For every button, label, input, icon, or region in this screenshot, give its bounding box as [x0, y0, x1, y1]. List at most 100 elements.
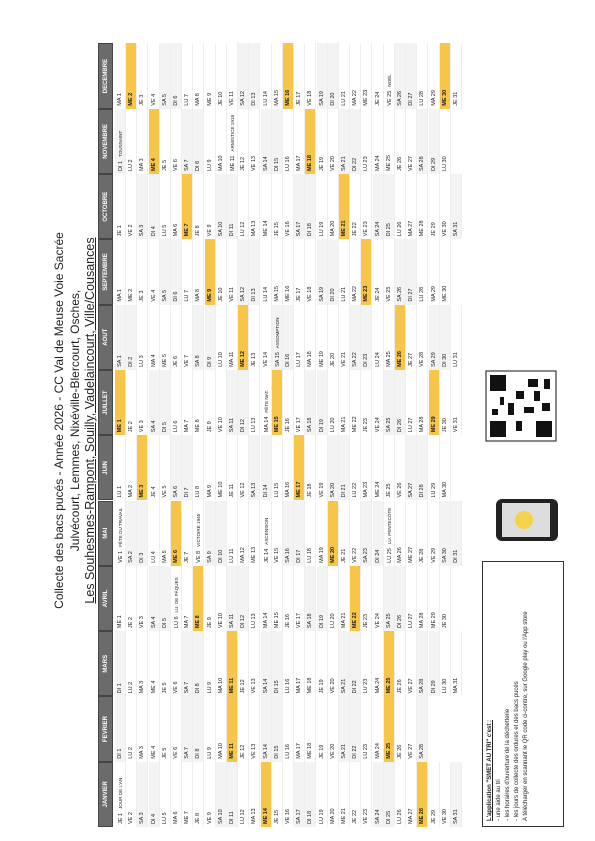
day-label: VE 30 [441, 809, 448, 824]
day-cell: SA 8 [193, 304, 205, 370]
collection-day: ME 25 [383, 696, 395, 762]
day-cell: ME 4 [148, 631, 160, 697]
day-label: MA 3 [139, 158, 146, 171]
day-label: LU 25 [386, 548, 393, 563]
day-label: SA 24 [374, 221, 381, 237]
day-label: DI 11 [229, 223, 235, 237]
day-label: LU 28 [419, 91, 426, 106]
day-label: VE 29 [430, 547, 437, 563]
day-cell: JE 18 [305, 435, 317, 501]
day-cell: DI 13 [249, 43, 261, 109]
day-label: ME 30 [441, 285, 448, 302]
day-label: DI 18 [307, 810, 314, 824]
collection-day: ME 23 [361, 239, 373, 305]
day-cell: SA 24 [372, 174, 384, 240]
day-cell: DI 9 [204, 304, 216, 370]
day-cell: MA 2 [126, 435, 138, 501]
day-cell: ME 22 [350, 369, 362, 436]
day-label: DI 14 [262, 484, 269, 498]
day-cell: JE 15 [271, 174, 283, 240]
day-cell: SA 4 [148, 565, 160, 632]
day-cell: JE 30 [439, 369, 451, 436]
app-note: A télécharger en scannant le QR code ci-… [523, 611, 529, 821]
day-cell: SA 1 [115, 304, 126, 370]
day-label: SA 21 [341, 156, 347, 171]
day-cell: ME 21 [339, 761, 350, 827]
day-cell: VE 30 [439, 761, 451, 827]
day-cell: MA 30 [439, 435, 451, 501]
month-header: OCTOBRE [98, 174, 113, 240]
day-label: JE 28 [419, 548, 426, 563]
day-cell: LU 6 [171, 369, 182, 436]
day-cell: SA 24 [372, 761, 384, 827]
day-cell: MA 26 [395, 500, 406, 566]
day-label: ME 10 [217, 481, 224, 498]
day-cell: MA 22 [350, 239, 362, 305]
day-cell: SA 28 [417, 631, 429, 697]
day-label: VE 20 [329, 743, 336, 759]
day-label: SA 5 [161, 94, 168, 106]
day-label: ME 25 [385, 742, 392, 759]
day-label: JE 15 [273, 222, 280, 237]
day-label: ME 11 [229, 677, 235, 694]
day-cell: DI 27 [406, 43, 418, 109]
day-cell: LU 8 [193, 435, 205, 501]
day-label: ME 22 [352, 612, 359, 629]
day-label: JE 10 [217, 287, 224, 302]
day-label: JE 17 [296, 91, 303, 106]
day-label: DI 27 [408, 92, 415, 106]
day-cell: ME 18 [305, 696, 317, 762]
day-label: MA 10 [217, 743, 224, 759]
day-label: VE 17 [296, 417, 303, 433]
day-label: MA 16 [285, 481, 291, 498]
day-label: ME 20 [329, 546, 336, 563]
day-label: JE 9 [206, 421, 213, 433]
day-label: DI 13 [251, 92, 258, 106]
day-label: DI 9 [206, 356, 213, 367]
day-label: LU 6 [174, 616, 180, 629]
day-label: SA 23 [363, 548, 370, 563]
day-cell: LU 13 [249, 369, 261, 436]
day-cell: VE 22 [350, 500, 362, 566]
day-label: ME 30 [441, 89, 448, 106]
day-cell: LU 28 [417, 239, 429, 305]
day-label: ME 19 [318, 351, 325, 367]
day-cell: SA 28 [417, 108, 429, 174]
day-cell: VE 27 [406, 108, 418, 174]
day-label: MA 19 [318, 547, 325, 563]
holiday-label: NOËL [386, 74, 392, 87]
day-cell: JE 9 [204, 369, 216, 436]
day-label: LU 12 [240, 221, 247, 237]
day-cell: MA 18 [305, 304, 317, 370]
day-cell: DI 15 [271, 696, 283, 762]
day-cell: VE 18 [305, 239, 317, 305]
day-cell: JE 12 [238, 108, 250, 174]
day-cell: VE 25 [383, 239, 395, 305]
day-cell: LU 30 [439, 108, 451, 174]
day-cell: DI 11 [227, 761, 238, 827]
day-cell: VE 27 [406, 631, 418, 697]
day-label: MA 28 [419, 612, 426, 629]
day-cell: MA 24 [372, 108, 384, 174]
day-cell: MA 3 [137, 108, 149, 174]
collection-day: ME 20 [327, 500, 339, 566]
day-cell: DI 18 [305, 761, 317, 827]
day-cell: VE 16 [283, 174, 294, 240]
day-cell: MA 22 [350, 43, 362, 109]
day-label: MA 24 [374, 743, 381, 759]
collection-day: ME 25 [383, 631, 395, 697]
day-label: VE 25 [386, 90, 393, 106]
day-label: MA 21 [341, 416, 347, 433]
day-label: MA 8 [195, 289, 202, 302]
day-cell: JE 3 [137, 43, 149, 109]
day-cell: JE 17 [294, 239, 306, 305]
day-cell: JE 30 [439, 565, 451, 632]
day-cell: VE 5 [159, 435, 171, 501]
day-label: MA 13 [251, 808, 258, 824]
day-cell: SA 4 [148, 369, 160, 436]
holiday-label: ARMISTICE 1918 [230, 114, 235, 152]
day-label: SA 6 [173, 485, 179, 498]
day-label: VE 23 [363, 809, 370, 824]
